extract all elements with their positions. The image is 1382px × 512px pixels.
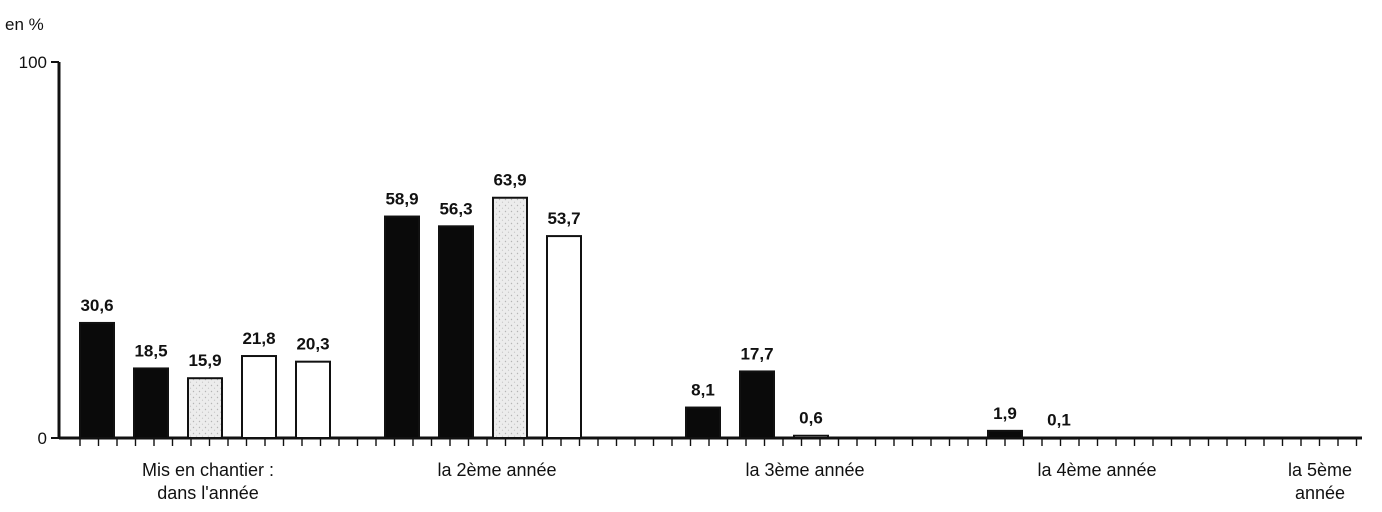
bar (241, 355, 277, 440)
bar (1041, 436, 1077, 440)
x-category-label: la 4ème année (1037, 460, 1156, 480)
bar (295, 360, 331, 439)
bar (384, 215, 420, 439)
bar-value-label: 18,5 (134, 341, 167, 360)
bar-value-label: 58,9 (385, 190, 418, 209)
bar (187, 377, 223, 440)
bar-value-label: 1,9 (993, 404, 1017, 423)
bar (987, 429, 1023, 439)
x-category-label: la 5ème (1288, 460, 1352, 480)
x-category-label: année (1295, 483, 1345, 503)
bar-value-label: 21,8 (242, 329, 275, 348)
bar-value-label: 0,6 (799, 409, 823, 428)
x-category-label: Mis en chantier : (142, 460, 274, 480)
bar-value-label: 56,3 (439, 199, 472, 218)
x-category-label: la 2ème année (437, 460, 556, 480)
bar (739, 370, 775, 439)
bar-value-label: 15,9 (188, 351, 221, 370)
bar-value-label: 30,6 (80, 296, 113, 315)
bar (438, 225, 474, 439)
bar-value-label: 17,7 (740, 344, 773, 363)
y-tick-label: 0 (38, 429, 47, 448)
bar-value-label: 63,9 (493, 171, 526, 190)
bar (793, 434, 829, 439)
bar (79, 321, 115, 439)
y-tick-label: 100 (19, 53, 47, 72)
bar (492, 196, 528, 439)
bar (546, 235, 582, 439)
bar-value-label: 53,7 (547, 209, 580, 228)
bar-value-label: 0,1 (1047, 411, 1071, 430)
bar (685, 406, 721, 440)
bar (133, 367, 169, 439)
bar-value-label: 8,1 (691, 381, 715, 400)
bar-value-label: 20,3 (296, 335, 329, 354)
x-category-label: dans l'année (157, 483, 259, 503)
x-category-label: la 3ème année (745, 460, 864, 480)
y-axis-label: en % (5, 15, 44, 34)
